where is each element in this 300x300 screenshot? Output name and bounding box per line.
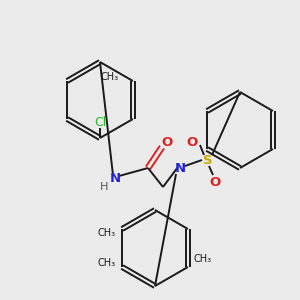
Text: CH₃: CH₃ xyxy=(98,228,116,238)
Text: CH₃: CH₃ xyxy=(98,258,116,268)
Text: N: N xyxy=(110,172,121,184)
Text: O: O xyxy=(186,136,198,148)
Text: Cl: Cl xyxy=(94,116,106,128)
Text: H: H xyxy=(100,182,108,192)
Text: N: N xyxy=(174,163,186,176)
Text: CH₃: CH₃ xyxy=(101,72,119,82)
Text: S: S xyxy=(203,154,213,167)
Text: O: O xyxy=(161,136,172,148)
Text: O: O xyxy=(209,176,220,190)
Text: CH₃: CH₃ xyxy=(194,254,212,264)
